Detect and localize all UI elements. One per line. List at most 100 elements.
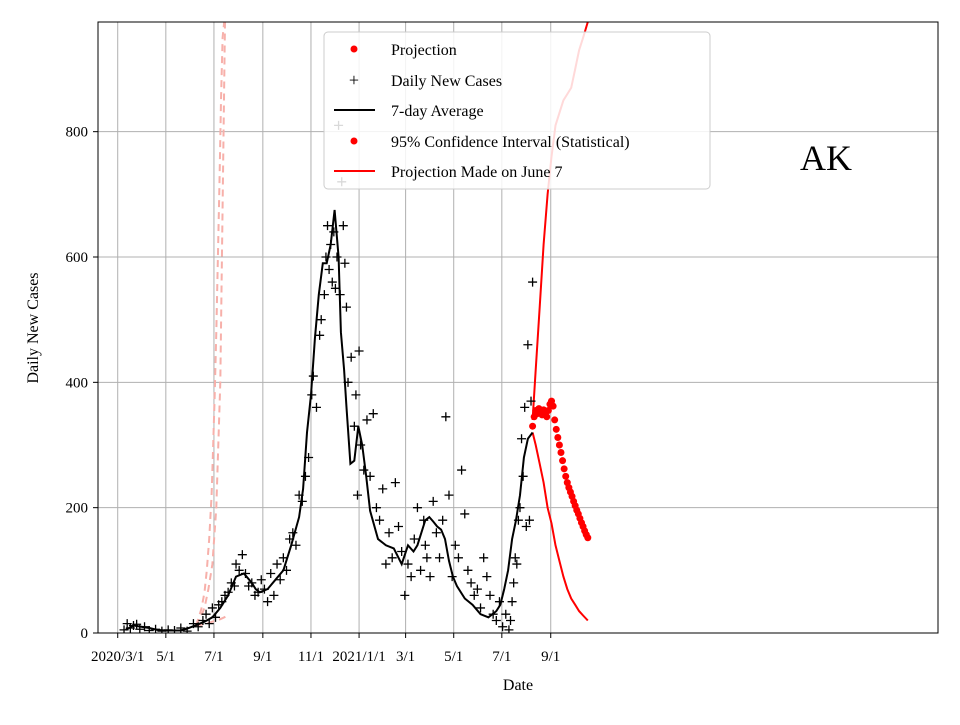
daily-case-point bbox=[356, 440, 366, 450]
daily-case-point bbox=[256, 575, 266, 585]
daily-case-point bbox=[422, 553, 432, 563]
daily-case-point bbox=[291, 540, 301, 550]
daily-case-point bbox=[217, 597, 227, 607]
daily-case-point bbox=[234, 565, 244, 575]
daily-case-point bbox=[237, 550, 247, 560]
daily-case-point bbox=[403, 559, 413, 569]
daily-case-point bbox=[409, 534, 419, 544]
daily-case-point bbox=[240, 568, 250, 578]
legend-projection-marker bbox=[350, 45, 358, 53]
daily-case-point bbox=[316, 315, 326, 325]
daily-case-point bbox=[323, 221, 333, 231]
daily-case-point bbox=[201, 609, 211, 619]
x-tick-label: 9/1 bbox=[253, 649, 272, 665]
daily-case-point bbox=[351, 390, 361, 400]
daily-case-point bbox=[335, 290, 345, 300]
daily-case-point bbox=[498, 622, 508, 632]
y-tick-label: 200 bbox=[66, 501, 89, 517]
ci-bound-line bbox=[531, 432, 589, 622]
daily-case-point bbox=[182, 626, 192, 633]
daily-case-point bbox=[144, 625, 154, 633]
daily-case-point bbox=[308, 371, 318, 381]
legend: Projection + Daily New Cases 7-day Avera… bbox=[323, 31, 711, 190]
legend-cases-label: Daily New Cases bbox=[391, 73, 502, 90]
daily-case-point bbox=[151, 624, 161, 633]
daily-case-point bbox=[266, 568, 276, 578]
daily-case-point bbox=[204, 619, 214, 629]
daily-case-point bbox=[520, 402, 530, 412]
legend-box bbox=[323, 31, 711, 190]
daily-case-point bbox=[438, 515, 448, 525]
projection-point bbox=[544, 407, 552, 415]
legend-cases-marker: + bbox=[349, 70, 359, 90]
projection-point bbox=[562, 472, 570, 480]
daily-case-point bbox=[524, 515, 534, 525]
legend-june7-label: Projection Made on June 7 bbox=[391, 164, 563, 181]
daily-case-point bbox=[390, 478, 400, 488]
daily-case-point bbox=[259, 584, 269, 594]
plot-frame bbox=[97, 21, 939, 634]
daily-case-point bbox=[485, 590, 495, 600]
daily-case-point bbox=[431, 528, 441, 538]
daily-case-point bbox=[463, 565, 473, 575]
projection-point bbox=[552, 425, 560, 433]
daily-case-point bbox=[406, 572, 416, 582]
ticks-layer: 0 200 400 600 800 2020/3/1 5/1 7/1 9/1 11/1 2021/1… bbox=[66, 125, 561, 665]
x-tick-label: 3/1 bbox=[396, 649, 415, 665]
daily-case-point bbox=[324, 265, 334, 275]
x-tick-label: 7/1 bbox=[492, 649, 511, 665]
x-tick-label: 11/1 bbox=[298, 649, 324, 665]
y-axis-label: Daily New Cases bbox=[25, 272, 42, 383]
daily-case-point bbox=[282, 565, 292, 575]
daily-case-point bbox=[294, 490, 304, 500]
legend-average-label: 7-day Average bbox=[391, 103, 484, 120]
daily-case-point bbox=[311, 402, 321, 412]
daily-case-point bbox=[327, 277, 337, 287]
projection-point bbox=[560, 465, 568, 473]
june7-projection-line bbox=[194, 22, 226, 626]
daily-case-point bbox=[441, 412, 451, 422]
daily-case-point bbox=[263, 597, 273, 607]
daily-case-point bbox=[517, 434, 527, 444]
daily-case-point bbox=[132, 619, 142, 629]
daily-case-point bbox=[510, 553, 520, 563]
daily-case-point bbox=[419, 515, 429, 525]
daily-case-point bbox=[488, 609, 498, 619]
daily-case-point bbox=[515, 503, 525, 513]
daily-case-point bbox=[359, 465, 369, 475]
daily-case-point bbox=[482, 572, 492, 582]
daily-case-point bbox=[365, 471, 375, 481]
daily-case-point bbox=[400, 590, 410, 600]
daily-case-point bbox=[211, 612, 221, 622]
daily-case-point bbox=[387, 553, 397, 563]
daily-case-point bbox=[447, 572, 457, 582]
daily-case-point bbox=[269, 590, 279, 600]
daily-case-point bbox=[491, 615, 501, 625]
daily-case-point bbox=[469, 590, 479, 600]
legend-ci-label: 95% Confidence Interval (Statistical) bbox=[391, 134, 630, 151]
daily-case-point bbox=[275, 575, 285, 585]
daily-case-point bbox=[521, 521, 531, 531]
daily-case-point bbox=[444, 490, 454, 500]
daily-case-point bbox=[349, 421, 359, 431]
daily-case-point bbox=[198, 615, 208, 625]
projection-point bbox=[584, 534, 592, 542]
daily-case-point bbox=[340, 258, 350, 268]
daily-case-point bbox=[343, 377, 353, 387]
daily-case-point bbox=[512, 559, 522, 569]
daily-case-point bbox=[513, 515, 523, 525]
daily-case-point bbox=[285, 534, 295, 544]
projection-point bbox=[557, 449, 565, 457]
daily-case-point bbox=[329, 227, 339, 237]
daily-case-point bbox=[528, 277, 538, 287]
daily-case-point bbox=[346, 352, 356, 362]
daily-case-point bbox=[326, 239, 336, 249]
daily-case-point bbox=[229, 581, 239, 591]
daily-case-point bbox=[420, 540, 430, 550]
projection-point bbox=[559, 457, 567, 465]
projection-point bbox=[555, 441, 563, 449]
daily-case-point bbox=[466, 578, 476, 588]
daily-case-point bbox=[460, 509, 470, 519]
